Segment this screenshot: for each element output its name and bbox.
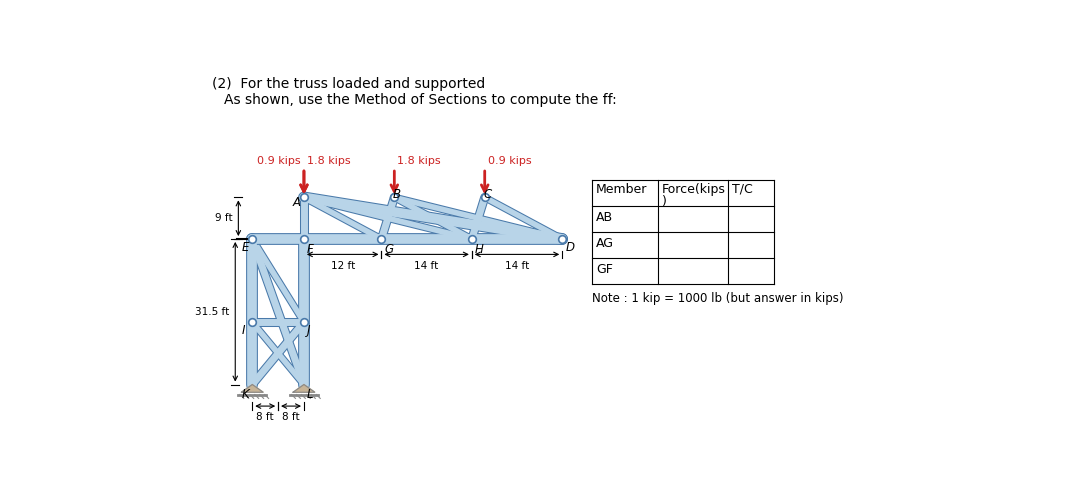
Text: C: C xyxy=(483,188,491,201)
Text: Member: Member xyxy=(596,183,648,196)
Text: L: L xyxy=(307,388,313,401)
Text: 9 ft: 9 ft xyxy=(215,213,232,223)
Text: 0.9 kips: 0.9 kips xyxy=(488,156,531,166)
Text: I: I xyxy=(242,324,245,337)
Text: AB: AB xyxy=(596,211,613,223)
Text: 8 ft: 8 ft xyxy=(256,412,274,422)
Text: 0.9 kips: 0.9 kips xyxy=(257,156,301,166)
Text: J: J xyxy=(307,324,311,337)
Text: D: D xyxy=(566,240,575,254)
Text: E: E xyxy=(242,240,248,254)
Text: K: K xyxy=(242,388,249,401)
Text: GF: GF xyxy=(596,263,613,276)
Text: F: F xyxy=(307,243,314,256)
Text: 14 ft: 14 ft xyxy=(504,261,529,271)
Text: 14 ft: 14 ft xyxy=(415,261,438,271)
Text: ): ) xyxy=(662,195,666,208)
Text: B: B xyxy=(393,188,401,201)
Text: 1.8 kips: 1.8 kips xyxy=(397,156,441,166)
Text: Force(kips: Force(kips xyxy=(662,183,726,196)
Text: As shown, use the Method of Sections to compute the ff:: As shown, use the Method of Sections to … xyxy=(225,93,617,107)
Text: Note : 1 kip = 1000 lb (but answer in kips): Note : 1 kip = 1000 lb (but answer in ki… xyxy=(592,292,843,305)
Text: 8 ft: 8 ft xyxy=(282,412,300,422)
Polygon shape xyxy=(242,384,264,392)
Text: (2)  For the truss loaded and supported: (2) For the truss loaded and supported xyxy=(213,77,486,92)
Text: A: A xyxy=(293,196,301,209)
Polygon shape xyxy=(293,384,314,392)
Text: 1.8 kips: 1.8 kips xyxy=(307,156,351,166)
Text: 12 ft: 12 ft xyxy=(330,261,355,271)
Text: 31.5 ft: 31.5 ft xyxy=(194,307,229,317)
Text: G: G xyxy=(384,243,393,256)
Text: AG: AG xyxy=(596,237,615,249)
Text: H: H xyxy=(475,243,484,256)
Text: T/C: T/C xyxy=(732,183,753,196)
